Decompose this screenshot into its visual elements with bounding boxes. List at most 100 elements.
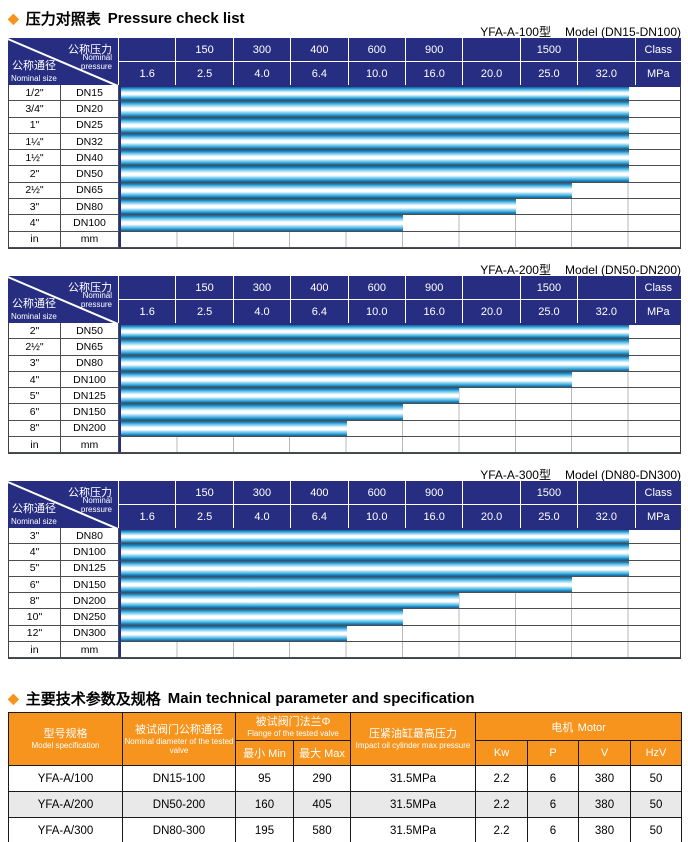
table-row: 2" DN50 [9, 166, 680, 183]
pressure-mpa-cell: 20.0 [463, 505, 520, 528]
spec-header-v: V [578, 740, 631, 766]
pressure-class-cell: 300 [233, 481, 291, 504]
table-row: 2" DN50 [9, 323, 680, 340]
table-row: 4" DN100 [9, 215, 680, 232]
pressure-class-cell [578, 481, 635, 504]
section-title-zh: 压力对照表 [25, 11, 101, 28]
spec-kw-cell: 2.2 [475, 791, 528, 818]
pressure-class-cell [463, 276, 520, 299]
size-inch-cell: 1½" [9, 150, 61, 167]
pressure-bar [121, 576, 573, 593]
size-mm-cell: DN80 [61, 355, 119, 372]
size-mm-cell: DN250 [61, 609, 119, 626]
pressure-bar [121, 117, 629, 133]
spec-header-p: P [527, 740, 579, 766]
pressure-range-track [119, 182, 680, 200]
pressure-range-track [119, 576, 680, 594]
table-caption-3: YFA-A-300型 Model (DN80-DN300) [480, 466, 681, 483]
size-inch-cell: 2" [9, 323, 61, 340]
size-inch-cell: 8" [9, 420, 61, 438]
spec-v-cell: 380 [578, 765, 631, 792]
pressure-mpa-cell: 25.0 [520, 505, 578, 528]
pressure-mpa-cell: 6.4 [291, 505, 348, 528]
pressure-range-track [119, 420, 680, 438]
size-mm-cell: DN40 [61, 150, 119, 167]
pressure-bar [121, 371, 573, 388]
table-row: 1/2" DN15 [9, 85, 680, 102]
size-inch-cell: 2½" [9, 339, 61, 356]
table-row: 2½" DN65 [9, 182, 680, 200]
pressure-bar [121, 420, 347, 437]
size-inch-cell: 6" [9, 404, 61, 421]
size-inch-cell: 8" [9, 593, 61, 610]
size-mm-cell: DN125 [61, 388, 119, 405]
size-mm-cell: DN300 [61, 625, 119, 643]
diamond-icon: ◆ [8, 690, 19, 706]
pressure-class-cell: 600 [348, 481, 405, 504]
pressure-class-cell: 600 [348, 38, 405, 61]
pressure-range-track [119, 355, 680, 372]
pressure-bar [121, 87, 629, 101]
spec-kw-cell: 2.2 [475, 817, 528, 842]
caption-range: Model (DN80-DN300) [564, 468, 681, 482]
size-inch-cell: 5" [9, 560, 61, 577]
pressure-range-track [119, 166, 680, 183]
size-mm-cell: DN65 [61, 182, 119, 200]
pressure-bar [121, 339, 629, 355]
pressure-range-track [119, 323, 680, 340]
spec-max-cell: 405 [293, 791, 351, 818]
pressure-mpa-cell: 1.6 [119, 505, 176, 528]
table-row: 5" DN125 [9, 388, 680, 405]
nominal-pressure-label-zh: 公称压力 [68, 282, 112, 294]
size-mm-cell: DN100 [61, 215, 119, 232]
table-caption-2: YFA-A-200型 Model (DN50-DN200) [480, 261, 681, 278]
pressure-mpa-cell: 10.0 [348, 505, 405, 528]
nominal-pressure-label-en: Nominal pressure [80, 291, 112, 309]
spec-header-min: 最小 Min [235, 740, 294, 766]
size-inch-cell: 4" [9, 544, 61, 561]
size-mm-cell: DN80 [61, 199, 119, 216]
section-title-spec: ◆ 主要技术参数及规格 Main technical parameter and… [8, 688, 475, 709]
size-mm-cell: mm [61, 642, 119, 659]
pressure-mpa-cell: 4.0 [233, 62, 291, 85]
pressure-bar [121, 625, 347, 642]
pressure-range-track [119, 133, 680, 151]
size-mm-cell: DN100 [61, 544, 119, 561]
spec-max-cell: 580 [293, 817, 351, 842]
spec-pressure-cell: 31.5MPa [350, 817, 476, 842]
header-zh: 电机 [551, 721, 574, 734]
table-row: 2½" DN65 [9, 339, 680, 356]
header-zh: 型号规格 [43, 728, 88, 740]
spec-hz-cell: 50 [629, 817, 683, 842]
spec-header-flange: 被试阀门法兰Φ Flange of the tested valve [235, 712, 351, 741]
pressure-class-cell: 900 [405, 276, 463, 299]
size-mm-cell: DN80 [61, 528, 119, 545]
nominal-size-label-en: Nominal size [11, 74, 57, 83]
spec-header-max: 最大 Max [293, 740, 351, 766]
size-inch-cell: 4" [9, 215, 61, 232]
pressure-class-cell: 400 [291, 38, 348, 61]
pressure-class-cell [463, 38, 520, 61]
pressure-bar [121, 182, 573, 199]
spec-max-cell: 290 [293, 765, 351, 792]
pressure-mpa-cell: 16.0 [405, 62, 463, 85]
pressure-class-cell: 400 [291, 481, 348, 504]
nominal-size-label-zh: 公称通径 [12, 298, 56, 310]
spec-v-cell: 380 [578, 791, 631, 818]
nominal-pressure-label-zh: 公称压力 [68, 487, 112, 499]
pressure-mpa-cell: 2.5 [176, 300, 233, 323]
pressure-mpa-cell: 32.0 [578, 62, 635, 85]
table-row: 4" DN100 [9, 544, 680, 561]
pressure-bar [121, 609, 403, 625]
table-row: 6" DN150 [9, 576, 680, 594]
pressure-mpa-cell: 16.0 [405, 300, 463, 323]
spec-diameter-cell: DN80-300 [122, 817, 236, 842]
pressure-class-cell [578, 38, 635, 61]
spec-table-row: YFA-A/100 DN15-100 95 290 31.5MPa 2.2 6 380 50 [8, 765, 683, 792]
pressure-range-track [119, 231, 680, 248]
caption-model: YFA-A-100型 [480, 25, 551, 39]
spec-kw-cell: 2.2 [475, 765, 528, 792]
nominal-pressure-label-en: Nominal pressure [80, 53, 112, 71]
pressure-class-cell: Class [635, 481, 681, 504]
